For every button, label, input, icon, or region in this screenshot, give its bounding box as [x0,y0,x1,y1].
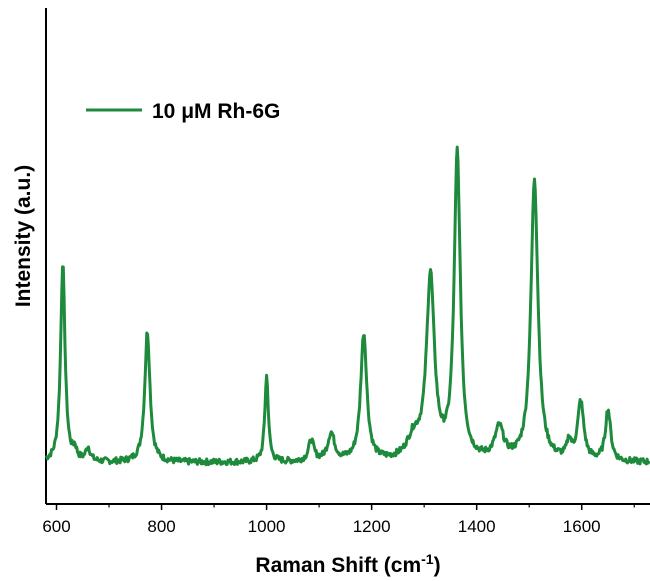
x-tick-label: 800 [147,517,175,536]
legend-label: 10 μM Rh-6G [152,100,280,123]
x-axis-title-sup: -1 [421,551,434,567]
x-axis-title: Raman Shift (cm-1) [255,551,440,577]
x-tick-label: 600 [42,517,70,536]
y-axis-title: Intensity (a.u.) [12,165,35,307]
x-tick-label: 1200 [353,517,391,536]
x-axis-title-suffix: ) [434,554,441,577]
axes [45,8,650,505]
series-line [44,145,650,467]
x-ticks: 600 800 1000 1200 1400 1600 [42,504,635,536]
x-tick-label: 1400 [458,517,496,536]
x-tick-label: 1000 [248,517,286,536]
legend: 10 μM Rh-6G [86,100,280,123]
series [44,145,650,467]
x-axis-title-main: Raman Shift (cm [255,554,421,577]
x-tick-label: 1600 [563,517,601,536]
